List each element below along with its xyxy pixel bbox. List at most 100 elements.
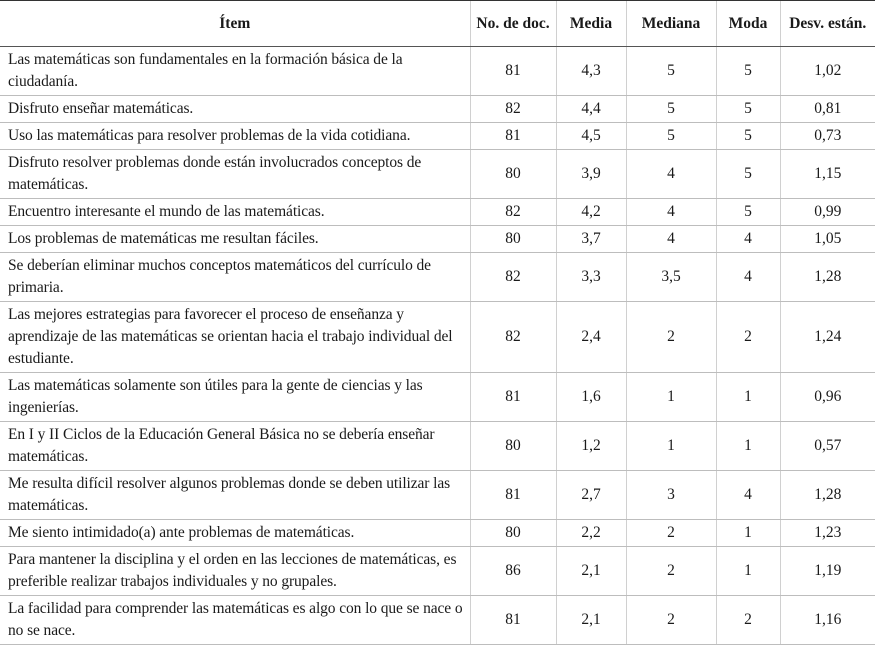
table-row: Disfruto enseñar matemáticas. 82 4,4 5 5 0,81: [0, 95, 875, 123]
header-row: Ítem No. de doc. Media Mediana Moda Desv. est…: [0, 0, 875, 47]
table-row: En I y II Ciclos de la Educación General…: [0, 421, 875, 471]
value-cell: 5: [625, 46, 716, 96]
item-cell: Las matemáticas son fundamentales en la …: [0, 46, 470, 96]
value-cell: 2: [625, 519, 716, 547]
value-cell: 0,99: [779, 198, 875, 226]
value-cell: 81: [469, 372, 556, 422]
item-cell: Me siento intimidado(a) ante problemas d…: [0, 519, 470, 547]
value-cell: 82: [469, 252, 556, 302]
value-cell: 4: [625, 149, 716, 199]
value-cell: 1,15: [779, 149, 875, 199]
value-cell: 82: [469, 198, 556, 226]
value-cell: 4: [625, 198, 716, 226]
value-cell: 1,23: [779, 519, 875, 547]
value-cell: 2,7: [555, 470, 626, 520]
value-cell: 4,3: [555, 46, 626, 96]
value-cell: 1: [715, 421, 780, 471]
header-cell: Moda: [715, 0, 780, 47]
value-cell: 80: [469, 519, 556, 547]
value-cell: 2,1: [555, 595, 626, 645]
item-cell: Las mejores estrategias para favorecer e…: [0, 301, 470, 373]
item-cell: Disfruto resolver problemas donde están …: [0, 149, 470, 199]
table-row: Se deberían eliminar muchos conceptos ma…: [0, 252, 875, 302]
value-cell: 3: [625, 470, 716, 520]
value-cell: 81: [469, 46, 556, 96]
table-row: La facilidad para comprender las matemát…: [0, 595, 875, 645]
item-cell: Encuentro interesante el mundo de las ma…: [0, 198, 470, 226]
item-cell: Me resulta difícil resolver algunos prob…: [0, 470, 470, 520]
item-cell: Disfruto enseñar matemáticas.: [0, 95, 470, 123]
table-row: Las matemáticas son fundamentales en la …: [0, 46, 875, 96]
value-cell: 80: [469, 225, 556, 253]
value-cell: 0,73: [779, 122, 875, 150]
value-cell: 86: [469, 546, 556, 596]
value-cell: 1: [715, 372, 780, 422]
header-cell: Ítem: [0, 0, 470, 47]
item-cell: Uso las matemáticas para resolver proble…: [0, 122, 470, 150]
value-cell: 4,2: [555, 198, 626, 226]
value-cell: 81: [469, 122, 556, 150]
item-cell: Los problemas de matemáticas me resultan…: [0, 225, 470, 253]
value-cell: 1: [715, 546, 780, 596]
value-cell: 1,19: [779, 546, 875, 596]
table-body: Las matemáticas son fundamentales en la …: [0, 46, 875, 645]
value-cell: 0,96: [779, 372, 875, 422]
value-cell: 1,28: [779, 252, 875, 302]
value-cell: 5: [715, 46, 780, 96]
value-cell: 80: [469, 149, 556, 199]
stats-table: Ítem No. de doc. Media Mediana Moda Desv. est…: [0, 0, 875, 645]
value-cell: 5: [715, 122, 780, 150]
value-cell: 2: [715, 595, 780, 645]
header-cell: No. de doc.: [469, 0, 556, 47]
value-cell: 0,57: [779, 421, 875, 471]
header-cell: Desv. están.: [779, 0, 875, 47]
value-cell: 1: [625, 372, 716, 422]
table-row: Disfruto resolver problemas donde están …: [0, 149, 875, 199]
value-cell: 2: [625, 546, 716, 596]
value-cell: 3,7: [555, 225, 626, 253]
table-row: Encuentro interesante el mundo de las ma…: [0, 198, 875, 226]
value-cell: 5: [715, 95, 780, 123]
value-cell: 82: [469, 301, 556, 373]
value-cell: 2,1: [555, 546, 626, 596]
value-cell: 5: [715, 198, 780, 226]
value-cell: 1,28: [779, 470, 875, 520]
table-row: Me siento intimidado(a) ante problemas d…: [0, 519, 875, 547]
table-row: Uso las matemáticas para resolver proble…: [0, 122, 875, 150]
table-row: Las mejores estrategias para favorecer e…: [0, 301, 875, 373]
table-header: Ítem No. de doc. Media Mediana Moda Desv. est…: [0, 0, 875, 47]
value-cell: 1,05: [779, 225, 875, 253]
table-row: Las matemáticas solamente son útiles par…: [0, 372, 875, 422]
value-cell: 81: [469, 470, 556, 520]
value-cell: 4: [715, 225, 780, 253]
value-cell: 0,81: [779, 95, 875, 123]
item-cell: Las matemáticas solamente son útiles par…: [0, 372, 470, 422]
value-cell: 4: [715, 470, 780, 520]
value-cell: 3,9: [555, 149, 626, 199]
value-cell: 2: [715, 301, 780, 373]
item-cell: Para mantener la disciplina y el orden e…: [0, 546, 470, 596]
value-cell: 5: [715, 149, 780, 199]
value-cell: 1: [625, 421, 716, 471]
value-cell: 1,24: [779, 301, 875, 373]
value-cell: 4,4: [555, 95, 626, 123]
header-cell: Media: [555, 0, 626, 47]
value-cell: 1: [715, 519, 780, 547]
table-row: Los problemas de matemáticas me resultan…: [0, 225, 875, 253]
value-cell: 2: [625, 595, 716, 645]
value-cell: 4,5: [555, 122, 626, 150]
table-row: Me resulta difícil resolver algunos prob…: [0, 470, 875, 520]
value-cell: 4: [715, 252, 780, 302]
value-cell: 2,2: [555, 519, 626, 547]
header-cell: Mediana: [625, 0, 716, 47]
value-cell: 1,02: [779, 46, 875, 96]
value-cell: 81: [469, 595, 556, 645]
value-cell: 3,5: [625, 252, 716, 302]
value-cell: 4: [625, 225, 716, 253]
value-cell: 5: [625, 95, 716, 123]
value-cell: 5: [625, 122, 716, 150]
value-cell: 1,16: [779, 595, 875, 645]
value-cell: 2: [625, 301, 716, 373]
value-cell: 82: [469, 95, 556, 123]
